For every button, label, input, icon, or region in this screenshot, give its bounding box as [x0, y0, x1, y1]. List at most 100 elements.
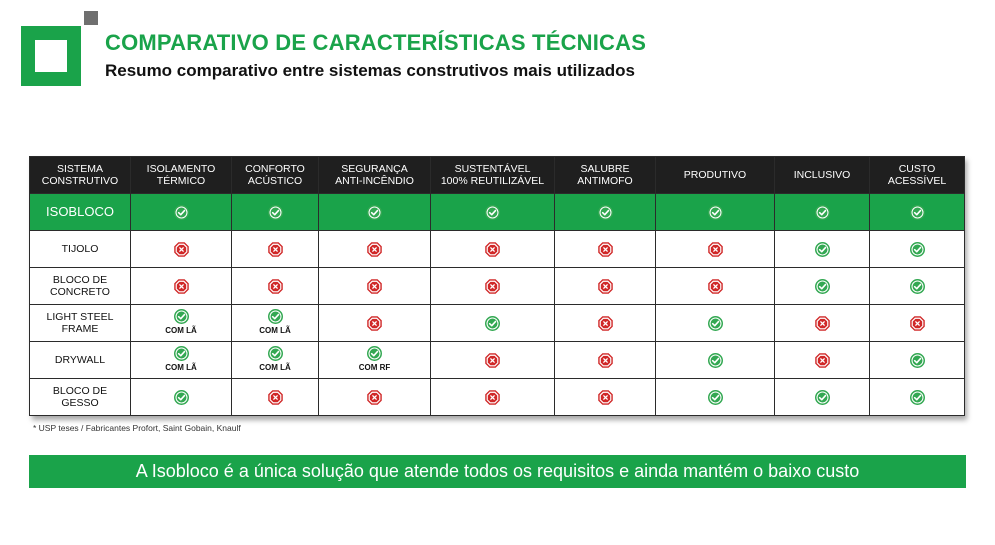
cell-content: [319, 389, 430, 405]
cross-icon: [597, 352, 613, 368]
cross-icon: [367, 278, 382, 294]
cell-content: COM LÃ: [232, 346, 318, 374]
system-name-cell: ISOBLOCO: [29, 193, 131, 231]
cell-content: [232, 278, 318, 294]
comparison-cell: [655, 193, 775, 231]
cell-content: [131, 241, 231, 257]
cell-content: [431, 241, 554, 257]
logo: [21, 11, 98, 87]
check-icon: [485, 315, 500, 331]
column-header-line: PRODUTIVO: [683, 169, 747, 181]
check-icon: [173, 346, 189, 361]
check-icon: [267, 309, 283, 324]
comparison-cell: [774, 193, 870, 231]
system-name-line: CONCRETO: [50, 286, 110, 298]
comparison-cell: [554, 230, 656, 268]
cell-note: COM LÃ: [259, 326, 291, 335]
check-icon: [707, 389, 723, 405]
cross-icon: [597, 315, 613, 331]
cell-content: [319, 241, 430, 257]
comparison-cell: [430, 378, 555, 416]
system-name-cell: DRYWALL: [29, 341, 131, 379]
comparison-cell: [655, 341, 775, 379]
comparison-cell: [869, 304, 965, 342]
cell-content: [131, 278, 231, 294]
cell-content: [775, 241, 869, 257]
comparison-cell: [554, 193, 656, 231]
system-name-line: LIGHT STEEL: [46, 311, 114, 323]
cell-content: [775, 352, 869, 368]
comparison-cell: [774, 341, 870, 379]
logo-corner: [84, 11, 98, 25]
comparison-cell: [430, 230, 555, 268]
cross-icon: [367, 241, 382, 257]
system-name-line: GESSO: [61, 397, 99, 409]
comparison-cell: COM LÃ: [231, 304, 319, 342]
cross-icon: [485, 389, 500, 405]
cross-icon: [173, 278, 189, 294]
comparison-cell: [130, 193, 232, 231]
column-header-line: SISTEMA: [56, 163, 104, 175]
cell-content: [555, 278, 655, 294]
check-icon: [814, 241, 830, 257]
check-icon: [909, 278, 925, 294]
column-header-line: INCLUSIVO: [793, 169, 851, 181]
comparison-cell: [774, 230, 870, 268]
cross-icon: [267, 241, 283, 257]
table-header-row: SISTEMA CONSTRUTIVO ISOLAMENTO TÉRMICO CONFO…: [29, 156, 965, 194]
column-header-line: SUSTENTÁVEL: [454, 163, 531, 175]
column-header: SEGURANÇA ANTI-INCÊNDIO: [318, 156, 431, 194]
cross-icon: [814, 315, 830, 331]
comparison-cell: [130, 378, 232, 416]
cell-content: COM LÃ: [131, 309, 231, 337]
table-row: BLOCO DE GESSO: [29, 378, 965, 416]
cross-icon: [485, 352, 500, 368]
cross-icon: [707, 278, 723, 294]
table-body: ISOBLOCO TIJOLO BLOCO DE CONCRETO LIGHT STEE…: [29, 193, 965, 416]
system-name-line: FRAME: [61, 323, 99, 335]
comparison-cell: [318, 304, 431, 342]
column-header: SALUBRE ANTIMOFO: [554, 156, 656, 194]
column-header: SUSTENTÁVEL 100% REUTILIZÁVEL: [430, 156, 555, 194]
comparison-table-wrapper: SISTEMA CONSTRUTIVO ISOLAMENTO TÉRMICO CONFO…: [29, 156, 965, 416]
comparison-cell: [231, 230, 319, 268]
cell-content: [555, 315, 655, 331]
cell-content: [656, 204, 774, 220]
column-header-line: ANTIMOFO: [577, 175, 633, 187]
table-row: LIGHT STEEL FRAME COM LÃ COM LÃ: [29, 304, 965, 342]
comparison-cell: [774, 267, 870, 305]
page-subtitle: Resumo comparativo entre sistemas constr…: [105, 61, 635, 80]
column-header-line: CUSTO: [898, 163, 936, 175]
check-icon: [814, 204, 830, 220]
cross-icon: [267, 389, 283, 405]
cross-icon: [485, 278, 500, 294]
comparison-cell: [430, 267, 555, 305]
cell-content: [775, 278, 869, 294]
check-icon: [909, 352, 925, 368]
cell-content: [656, 352, 774, 368]
cross-icon: [814, 352, 830, 368]
comparison-cell: COM LÃ: [231, 341, 319, 379]
cell-content: [656, 389, 774, 405]
check-icon: [367, 346, 382, 361]
cell-content: [870, 389, 964, 405]
table-row: DRYWALL COM LÃ COM LÃ COM RF: [29, 341, 965, 379]
check-icon: [597, 204, 613, 220]
cell-content: [555, 204, 655, 220]
system-name-line: BLOCO DE: [52, 385, 108, 397]
cell-content: [319, 315, 430, 331]
column-header-line: CONFORTO: [245, 163, 305, 175]
comparison-cell: [318, 378, 431, 416]
check-icon: [814, 389, 830, 405]
comparison-cell: [655, 304, 775, 342]
cross-icon: [367, 315, 382, 331]
system-name-line: ISOBLOCO: [46, 204, 114, 219]
cross-icon: [909, 315, 925, 331]
comparison-cell: [869, 341, 965, 379]
cross-icon: [267, 278, 283, 294]
comparison-cell: COM LÃ: [130, 341, 232, 379]
column-header: PRODUTIVO: [655, 156, 775, 194]
comparison-cell: [869, 378, 965, 416]
check-icon: [267, 346, 283, 361]
comparison-cell: [554, 304, 656, 342]
